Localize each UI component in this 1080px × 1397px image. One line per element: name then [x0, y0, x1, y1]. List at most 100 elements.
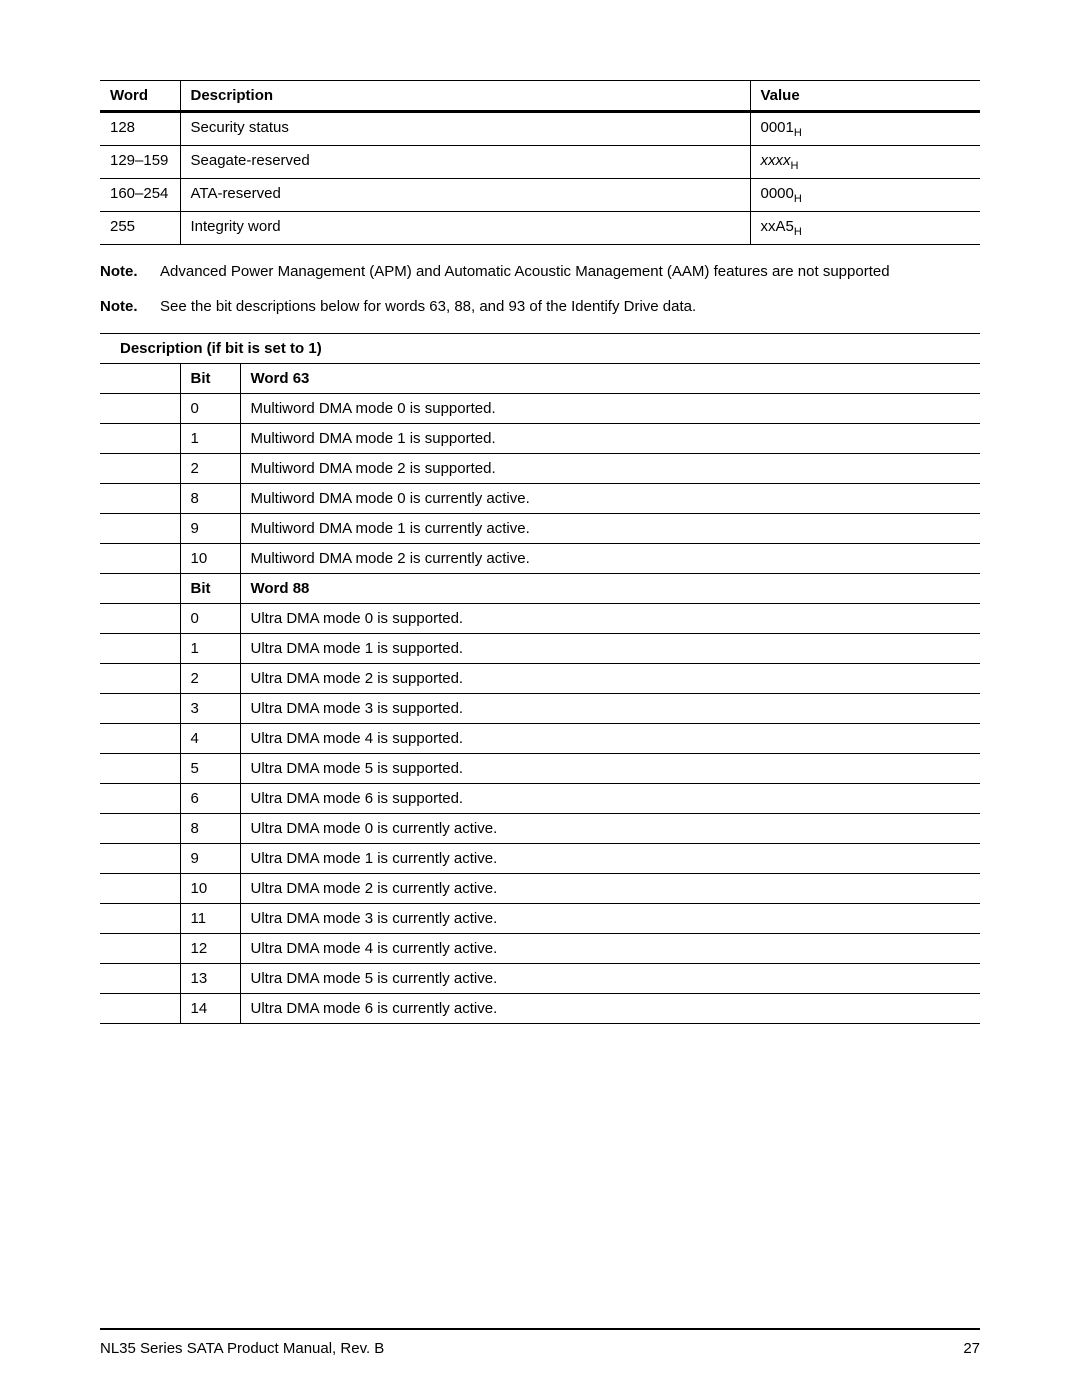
note-2: Note. See the bit descriptions below for…: [100, 298, 980, 315]
table2-text-cell: Ultra DMA mode 0 is supported.: [240, 604, 980, 634]
word-description-table: Word Description Value 128Security statu…: [100, 80, 980, 245]
table1-cell-value: xxA5H: [750, 212, 980, 245]
table1-cell-value: 0000H: [750, 179, 980, 212]
table2-bit-cell: 2: [180, 454, 240, 484]
table2-bit-cell: 13: [180, 964, 240, 994]
table2-row: 3Ultra DMA mode 3 is supported.: [100, 694, 980, 724]
table2-row: 9Ultra DMA mode 1 is currently active.: [100, 844, 980, 874]
note-text: See the bit descriptions below for words…: [160, 298, 980, 315]
table2-row: 6Ultra DMA mode 6 is supported.: [100, 784, 980, 814]
table2-bit-cell: 14: [180, 994, 240, 1024]
table2-row: 8Ultra DMA mode 0 is currently active.: [100, 814, 980, 844]
table2-bit-cell: 11: [180, 904, 240, 934]
table2-row: 1Ultra DMA mode 1 is supported.: [100, 634, 980, 664]
table2-row: 12Ultra DMA mode 4 is currently active.: [100, 934, 980, 964]
table2-spacer: [100, 874, 180, 904]
table2-text-cell: Ultra DMA mode 1 is supported.: [240, 634, 980, 664]
table2-text-cell: Ultra DMA mode 6 is currently active.: [240, 994, 980, 1024]
table2-spacer: [100, 814, 180, 844]
table2-title-row: Description (if bit is set to 1): [100, 334, 980, 364]
table1-row: 255Integrity wordxxA5H: [100, 212, 980, 245]
table2-row: 0Ultra DMA mode 0 is supported.: [100, 604, 980, 634]
table2-bit-cell: 12: [180, 934, 240, 964]
table2-spacer: [100, 424, 180, 454]
table1-cell-value: xxxxH: [750, 146, 980, 179]
note-label: Note.: [100, 263, 160, 280]
table2-spacer: [100, 994, 180, 1024]
table2-row: 2Multiword DMA mode 2 is supported.: [100, 454, 980, 484]
table1-header-row: Word Description Value: [100, 81, 980, 112]
table2-spacer: [100, 934, 180, 964]
note-label: Note.: [100, 298, 160, 315]
table2-spacer: [100, 394, 180, 424]
table1-header-description: Description: [180, 81, 750, 112]
table1-cell-word: 160–254: [100, 179, 180, 212]
table2-spacer: [100, 364, 180, 394]
table2-text-cell: Ultra DMA mode 3 is currently active.: [240, 904, 980, 934]
table2-bit-cell: 9: [180, 514, 240, 544]
table1-cell-description: Security status: [180, 112, 750, 146]
table2-spacer: [100, 634, 180, 664]
table2-text-cell: Ultra DMA mode 1 is currently active.: [240, 844, 980, 874]
table2-spacer: [100, 574, 180, 604]
table2-section-header: BitWord 63: [100, 364, 980, 394]
table2-bit-header: Bit: [180, 364, 240, 394]
table2-text-cell: Multiword DMA mode 2 is currently active…: [240, 544, 980, 574]
table1-cell-description: Integrity word: [180, 212, 750, 245]
table2-text-cell: Ultra DMA mode 3 is supported.: [240, 694, 980, 724]
table2-bit-cell: 8: [180, 814, 240, 844]
table2-bit-cell: 1: [180, 424, 240, 454]
table2-row: 13Ultra DMA mode 5 is currently active.: [100, 964, 980, 994]
table2-text-cell: Ultra DMA mode 0 is currently active.: [240, 814, 980, 844]
table2-spacer: [100, 544, 180, 574]
bit-description-table: Description (if bit is set to 1) BitWord…: [100, 333, 980, 1024]
table1-cell-description: Seagate-reserved: [180, 146, 750, 179]
table2-word-header: Word 63: [240, 364, 980, 394]
table1-cell-value: 0001H: [750, 112, 980, 146]
footer-page-number: 27: [963, 1340, 980, 1357]
table2-bit-cell: 2: [180, 664, 240, 694]
table2-text-cell: Multiword DMA mode 0 is supported.: [240, 394, 980, 424]
table2-row: 10Ultra DMA mode 2 is currently active.: [100, 874, 980, 904]
table2-spacer: [100, 664, 180, 694]
footer-left: NL35 Series SATA Product Manual, Rev. B: [100, 1340, 384, 1357]
table1-cell-word: 128: [100, 112, 180, 146]
table2-spacer: [100, 754, 180, 784]
table2-row: 1Multiword DMA mode 1 is supported.: [100, 424, 980, 454]
table1-cell-description: ATA-reserved: [180, 179, 750, 212]
table2-bit-cell: 9: [180, 844, 240, 874]
table1-row: 128Security status0001H: [100, 112, 980, 146]
table2-row: 9Multiword DMA mode 1 is currently activ…: [100, 514, 980, 544]
table1-row: 129–159Seagate-reservedxxxxH: [100, 146, 980, 179]
table2-bit-cell: 3: [180, 694, 240, 724]
table2-row: 0Multiword DMA mode 0 is supported.: [100, 394, 980, 424]
table2-text-cell: Ultra DMA mode 4 is currently active.: [240, 934, 980, 964]
table2-spacer: [100, 964, 180, 994]
table2-row: 2Ultra DMA mode 2 is supported.: [100, 664, 980, 694]
note-1: Note. Advanced Power Management (APM) an…: [100, 263, 980, 280]
table2-text-cell: Ultra DMA mode 2 is currently active.: [240, 874, 980, 904]
table2-spacer: [100, 904, 180, 934]
table2-row: 5Ultra DMA mode 5 is supported.: [100, 754, 980, 784]
table2-bit-cell: 6: [180, 784, 240, 814]
table2-spacer: [100, 454, 180, 484]
table2-word-header: Word 88: [240, 574, 980, 604]
table2-text-cell: Ultra DMA mode 2 is supported.: [240, 664, 980, 694]
table2-section-header: BitWord 88: [100, 574, 980, 604]
table2-text-cell: Multiword DMA mode 0 is currently active…: [240, 484, 980, 514]
table2-spacer: [100, 844, 180, 874]
table2-bit-cell: 4: [180, 724, 240, 754]
table2-row: 8Multiword DMA mode 0 is currently activ…: [100, 484, 980, 514]
table2-bit-cell: 10: [180, 874, 240, 904]
table2-bit-cell: 5: [180, 754, 240, 784]
table2-text-cell: Multiword DMA mode 1 is supported.: [240, 424, 980, 454]
table1-cell-word: 129–159: [100, 146, 180, 179]
table2-bit-cell: 1: [180, 634, 240, 664]
page: Word Description Value 128Security statu…: [0, 0, 1080, 1397]
table2-bit-cell: 10: [180, 544, 240, 574]
table2-spacer: [100, 484, 180, 514]
table2-row: 11Ultra DMA mode 3 is currently active.: [100, 904, 980, 934]
table2-title: Description (if bit is set to 1): [100, 334, 980, 364]
table2-text-cell: Ultra DMA mode 5 is currently active.: [240, 964, 980, 994]
note-text: Advanced Power Management (APM) and Auto…: [160, 263, 980, 280]
